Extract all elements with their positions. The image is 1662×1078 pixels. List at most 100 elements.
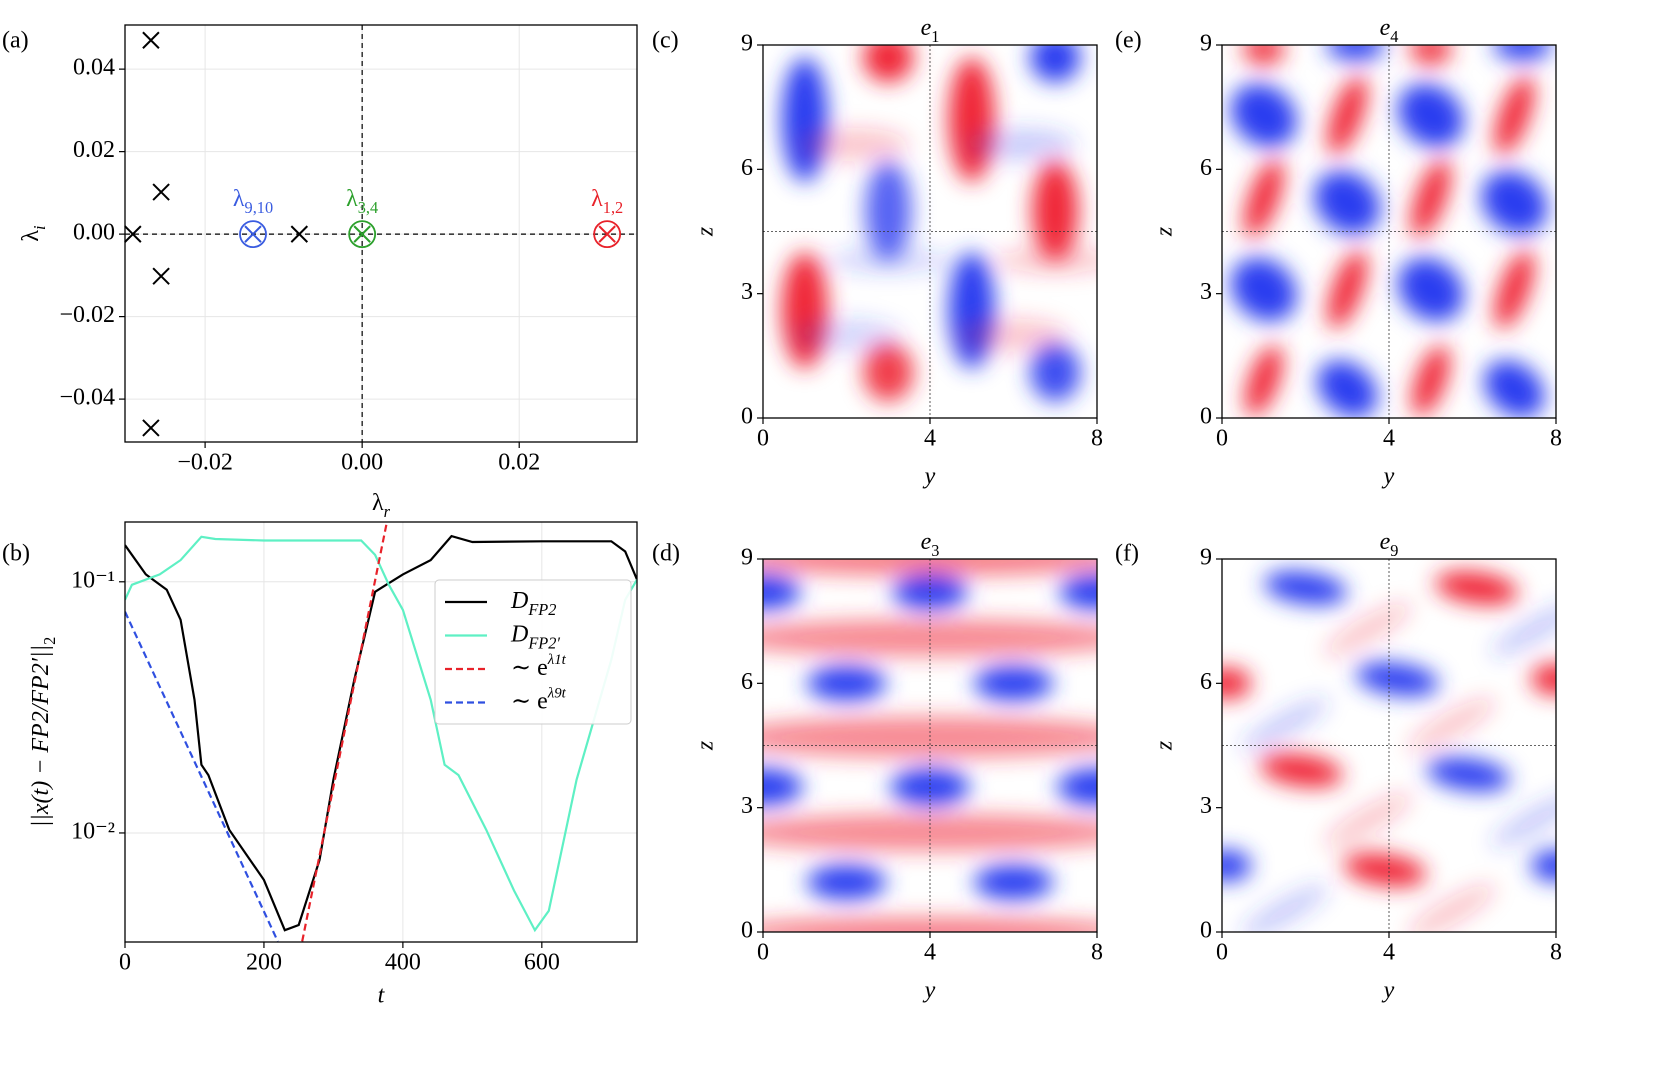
eigenvalue-label: λ3,4: [346, 186, 378, 218]
eigenvalue-marker: [152, 267, 170, 285]
y-tick-label: 9: [1200, 545, 1212, 571]
heatmap-title: e4: [1380, 15, 1399, 47]
heatmap-blob: [1317, 360, 1378, 418]
y-axis-label: λi: [18, 225, 50, 242]
heatmap-blob: [763, 768, 803, 806]
heatmap-blob: [1494, 250, 1534, 329]
x-tick-label: 4: [924, 426, 936, 452]
x-tick-label: 8: [1091, 426, 1103, 452]
legend-label-part: FP2: [527, 600, 556, 619]
x-axis-label: y: [1382, 978, 1395, 1004]
heatmap-blob: [825, 248, 951, 273]
panel-label: (b): [2, 541, 30, 567]
x-tick-label: 8: [1091, 940, 1103, 966]
panel-label: (c): [652, 28, 679, 54]
heatmap-blob: [1327, 250, 1367, 329]
eigenvalue-circle: [239, 220, 267, 249]
series-line: [301, 522, 388, 942]
heatmap-blob: [1407, 884, 1496, 932]
y-tick-label: −0.02: [59, 302, 115, 328]
heatmap-blob: [1259, 753, 1343, 788]
legend-label: DFP2: [510, 588, 556, 620]
heatmap-blob: [1435, 571, 1519, 605]
y-tick-label: 6: [741, 669, 753, 695]
heatmap-blob: [1059, 574, 1097, 610]
x-axis-label: y: [923, 464, 936, 490]
y-tick-label: 0: [1200, 404, 1212, 430]
eigenvalue-marker: [598, 225, 616, 243]
heatmap-blob: [973, 665, 1054, 701]
heatmap-blob: [1494, 76, 1534, 155]
y-tick-label: 0: [1200, 918, 1212, 944]
y-axis-label-part: 2: [40, 637, 59, 645]
y-axis-label-part: ||x(t) − FP2/FP2′||: [28, 645, 54, 827]
legend-box: [434, 579, 632, 725]
x-tick-label: 4: [1383, 426, 1395, 452]
heatmap-blob: [1530, 663, 1556, 695]
x-tick-label: 8: [1550, 426, 1562, 452]
heatmap-blob: [763, 574, 801, 610]
heatmap-title: e3: [921, 529, 940, 561]
y-tick-label: 3: [741, 279, 753, 305]
x-tick-label: 200: [246, 950, 282, 976]
heatmap-blob: [948, 252, 995, 369]
heatmap-blob: [1491, 602, 1556, 657]
eigenvalue-label: λ1,2: [591, 186, 623, 218]
heatmap-field: [763, 45, 1097, 418]
y-axis-label: ||x(t) − FP2/FP2′||2: [28, 637, 60, 828]
heatmap-blob: [792, 318, 901, 352]
axes-frame: [1221, 44, 1557, 419]
axes-frame: [762, 558, 1098, 933]
heatmap-blob: [1314, 170, 1381, 235]
heatmap-blob: [1324, 602, 1412, 657]
series-line: [125, 535, 637, 933]
eigenvalue-label-part: λ: [591, 186, 603, 212]
axes-frame: [1221, 558, 1557, 933]
heatmap-blob: [763, 619, 1097, 657]
heatmap-blob: [1032, 161, 1079, 261]
heatmap-blob: [1327, 76, 1367, 155]
heatmap-blob: [800, 127, 910, 162]
heatmap-blob: [1326, 45, 1385, 62]
x-tick-label: 0: [1216, 940, 1228, 966]
heatmap-title-part: e: [921, 529, 932, 555]
heatmap-blob: [1240, 697, 1329, 753]
eigenvalue-marker: [290, 225, 309, 243]
heatmap-blob: [1411, 159, 1451, 238]
y-tick-label: 0.00: [73, 220, 115, 246]
y-tick-label: 9: [1200, 31, 1212, 57]
heatmap-blob: [890, 768, 970, 806]
eigenvalue-label-part: λ: [233, 186, 245, 212]
x-tick-label: 0: [119, 950, 131, 976]
legend-label: ∼ eλ9t: [511, 686, 567, 714]
heatmap-blob: [1481, 170, 1548, 235]
heatmap-blob: [1426, 757, 1510, 792]
heatmap-blob: [973, 864, 1054, 900]
x-axis-label-part: λ: [372, 490, 384, 516]
eigenvalue-label-part: λ: [346, 186, 358, 212]
x-tick-label: 0: [757, 426, 769, 452]
heatmap-blob: [806, 665, 887, 701]
heatmap-title: e1: [921, 15, 940, 47]
eigenvalue-label-part: 1,2: [603, 198, 623, 217]
heatmap-field: [1222, 45, 1556, 418]
y-axis-label-part: i: [30, 225, 49, 230]
y-tick-label: 10⁻²: [71, 818, 115, 844]
legend-label-part: D: [510, 621, 528, 647]
x-tick-label: 0: [757, 940, 769, 966]
legend-label-part: FP2′: [527, 634, 560, 653]
heatmap-blob: [1222, 849, 1252, 882]
x-tick-label: 400: [385, 950, 421, 976]
heatmap-blob: [1222, 667, 1252, 700]
heatmap-blobs: [1222, 571, 1556, 932]
eigenvalue-marker: [152, 183, 170, 201]
y-tick-label: 6: [741, 155, 753, 181]
panel-label: (d): [652, 541, 680, 567]
y-tick-label: −0.04: [59, 385, 115, 411]
legend-label-part: ∼ e: [511, 688, 548, 714]
x-axis-label: y: [923, 978, 936, 1004]
x-axis-label: λr: [372, 490, 391, 522]
heatmap-blob: [948, 57, 995, 182]
heatmap-blob: [967, 127, 1077, 162]
